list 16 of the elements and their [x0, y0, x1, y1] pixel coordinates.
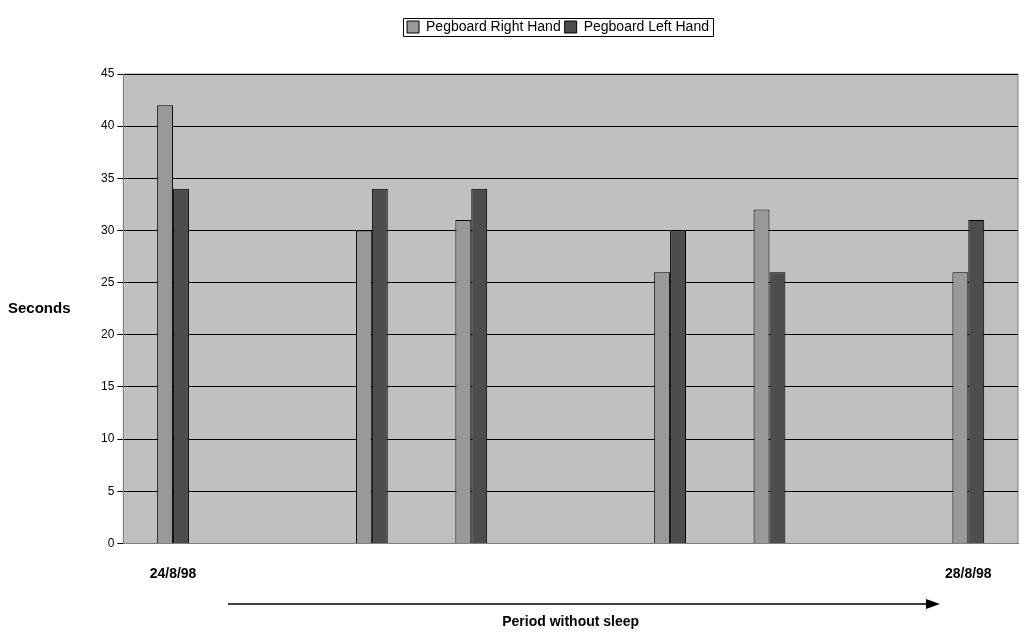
y-tick-label: 45 — [100, 66, 115, 81]
y-tick-label: 40 — [100, 118, 115, 133]
x-axis-title: Period without sleep — [502, 613, 640, 630]
y-tick-label: 5 — [107, 483, 115, 498]
y-tick-label: 0 — [107, 535, 115, 550]
x-tick-label: 24/8/98 — [149, 564, 197, 581]
y-tick-label: 25 — [100, 274, 115, 289]
y-axis-title: Seconds — [8, 298, 71, 316]
legend-label: Pegboard Left Hand — [583, 17, 709, 34]
y-tick-label: 35 — [100, 170, 115, 185]
y-tick-label: 10 — [100, 431, 115, 446]
x-tick-label: 28/8/98 — [944, 564, 992, 581]
legend-label: Pegboard Right Hand — [426, 17, 561, 34]
y-tick-label: 30 — [100, 222, 115, 237]
y-tick-label: 15 — [100, 379, 115, 394]
y-tick-label: 20 — [100, 327, 115, 342]
